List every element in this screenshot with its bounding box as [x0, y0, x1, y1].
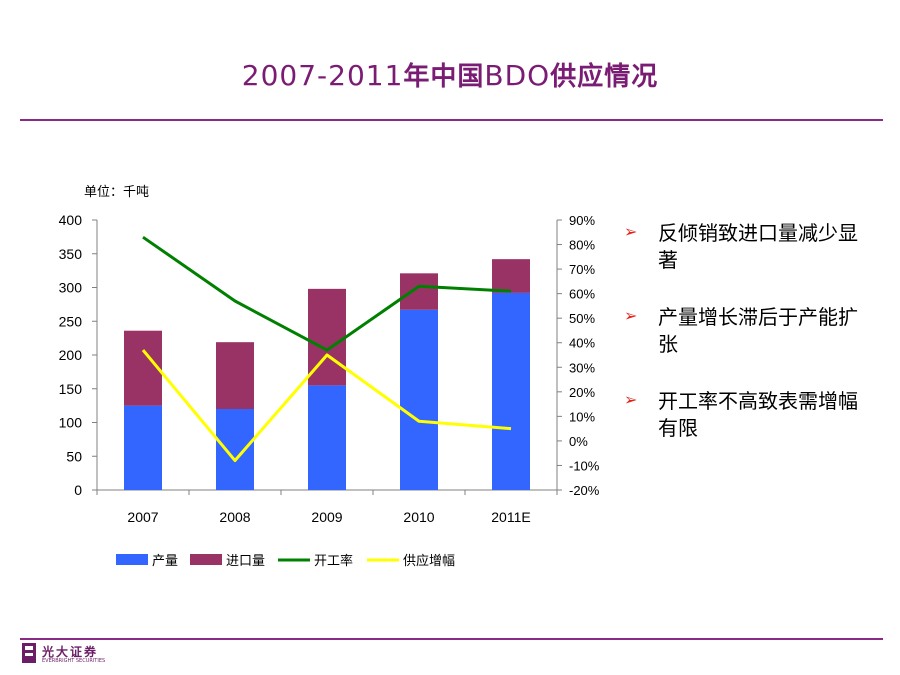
- arrow-bullet-icon: ➢: [624, 222, 638, 241]
- bar-import: [492, 259, 530, 293]
- legend-swatch: [116, 554, 148, 565]
- right-tick-label: 90%: [569, 213, 595, 228]
- left-tick-label: 100: [59, 415, 83, 431]
- bar-production: [124, 405, 162, 490]
- x-tick-label: 2007: [127, 509, 158, 525]
- bullet-item: ➢ 开工率不高致表需增幅有限: [622, 388, 862, 442]
- arrow-bullet-icon: ➢: [624, 390, 638, 409]
- bar-production: [400, 309, 438, 490]
- unit-label: 单位：千吨: [84, 184, 149, 199]
- left-tick-label: 200: [59, 347, 83, 363]
- legend-swatch: [190, 554, 222, 565]
- bullet-item: ➢ 产量增长滞后于产能扩张: [622, 304, 862, 358]
- title-zh2: 供应情况: [550, 62, 659, 92]
- line-supply-growth: [141, 349, 512, 463]
- logo-mark-icon: [22, 643, 36, 663]
- bullet-text: 反倾销致进口量减少显著: [658, 221, 858, 272]
- right-tick-label: 80%: [569, 238, 595, 253]
- right-tick-label: -10%: [569, 458, 600, 473]
- right-tick-label: 10%: [569, 409, 595, 424]
- legend-label: 产量: [152, 553, 178, 568]
- logo-text-en: EVERBRIGHT SECURITIES: [42, 658, 106, 664]
- bar-production: [308, 385, 346, 490]
- footer-divider: [20, 638, 883, 640]
- right-tick-label: 60%: [569, 287, 595, 302]
- right-tick-label: 30%: [569, 360, 595, 375]
- left-tick-label: 400: [59, 212, 83, 228]
- title-bdo: BDO: [484, 59, 551, 92]
- page-title: 2007-2011年中国BDO供应情况: [0, 56, 900, 93]
- left-tick-label: 50: [66, 448, 82, 464]
- x-tick-label: 2009: [311, 509, 342, 525]
- bullet-text: 产量增长滞后于产能扩张: [658, 305, 858, 356]
- right-tick-label: 70%: [569, 262, 595, 277]
- x-tick-label: 2010: [403, 509, 434, 525]
- right-tick-label: 0%: [569, 434, 588, 449]
- chart-legend: 产量 进口量 开工率 供应增幅: [116, 553, 455, 568]
- bar-import: [124, 330, 162, 406]
- chart-tick-labels: 0 50 100 150 200 250 300 350 400 -20% -10% 0% 10% 20%…: [59, 212, 600, 525]
- bullet-text: 开工率不高致表需增幅有限: [658, 389, 858, 440]
- right-tick-label: 50%: [569, 311, 595, 326]
- left-tick-label: 250: [59, 313, 83, 329]
- bullet-item: ➢ 反倾销致进口量减少显著: [622, 220, 862, 274]
- left-tick-label: 300: [59, 280, 83, 296]
- legend-label: 开工率: [314, 553, 353, 568]
- chart-lines: [141, 235, 512, 463]
- legend-label: 供应增幅: [403, 553, 455, 568]
- logo-text-cn: 光大证券: [42, 645, 99, 659]
- chart-bars: [124, 259, 530, 490]
- x-tick-label: 2011E: [491, 509, 530, 525]
- right-tick-label: -20%: [569, 483, 600, 498]
- bar-import: [400, 273, 438, 310]
- title-zh1: 年中国: [403, 62, 485, 92]
- bullet-list: ➢ 反倾销致进口量减少显著 ➢ 产量增长滞后于产能扩张 ➢ 开工率不高致表需增幅…: [622, 220, 862, 472]
- title-divider: [20, 119, 883, 121]
- left-tick-label: 0: [74, 482, 82, 498]
- arrow-bullet-icon: ➢: [624, 306, 638, 325]
- line-utilization: [142, 235, 512, 352]
- left-tick-label: 150: [59, 381, 83, 397]
- right-tick-label: 40%: [569, 336, 595, 351]
- title-years: 2007-2011: [241, 59, 404, 92]
- bdo-supply-chart: 单位：千吨 0 50 100 150 200 250 300 350 400 -20% -10% 0%…: [59, 184, 600, 568]
- bar-production: [216, 409, 254, 490]
- bar-production: [492, 292, 530, 490]
- left-tick-label: 350: [59, 246, 83, 262]
- legend-label: 进口量: [226, 553, 265, 568]
- right-tick-label: 20%: [569, 385, 595, 400]
- x-tick-label: 2008: [219, 509, 250, 525]
- bar-import: [216, 342, 254, 409]
